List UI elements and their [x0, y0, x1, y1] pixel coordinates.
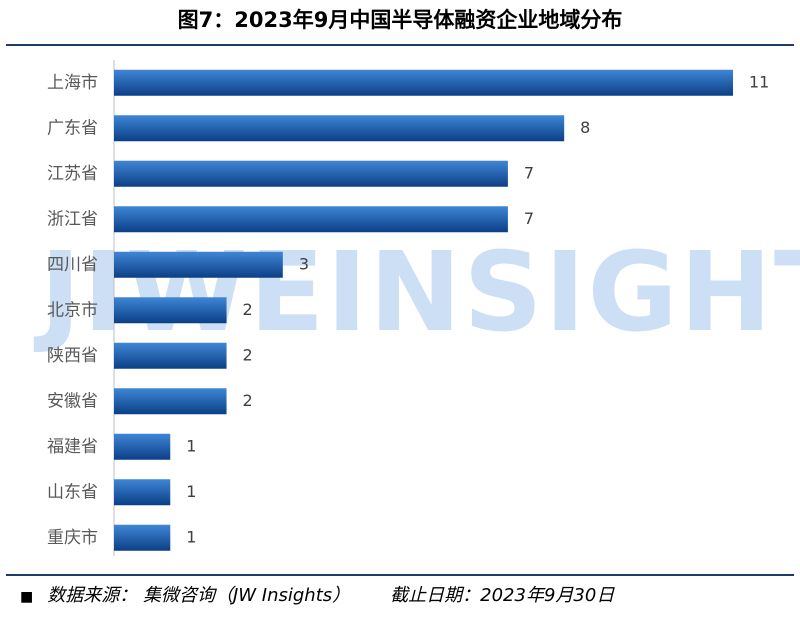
value-label: 11	[749, 72, 769, 91]
bar	[114, 115, 565, 142]
category-label: 福建省	[47, 437, 98, 457]
footer-source: 数据来源： 集微咨询（JW Insights）	[47, 585, 351, 606]
category-label: 江苏省	[47, 164, 98, 184]
category-label: 重庆市	[47, 528, 98, 548]
category-label: 上海市	[47, 73, 98, 93]
value-label: 7	[524, 209, 534, 228]
bar	[114, 251, 283, 278]
value-label: 8	[580, 118, 590, 137]
top-divider	[6, 44, 794, 46]
bar	[114, 524, 171, 551]
bar	[114, 479, 171, 506]
footer-bullet: ■	[20, 589, 34, 605]
value-label: 1	[186, 527, 196, 546]
bar	[114, 69, 733, 96]
category-label: 北京市	[47, 300, 98, 320]
value-label: 2	[243, 300, 253, 319]
bar	[114, 388, 227, 415]
footer-cutoff: 截止日期：2023年9月30日	[390, 585, 615, 606]
bottom-divider	[6, 574, 794, 576]
value-label: 7	[524, 163, 534, 182]
chart-title: 图7：2023年9月中国半导体融资企业地域分布	[177, 8, 623, 32]
bar	[114, 206, 508, 233]
category-label: 安徽省	[47, 391, 98, 411]
category-label: 浙江省	[47, 209, 98, 229]
category-label: 四川省	[47, 255, 98, 275]
value-label: 2	[243, 391, 253, 410]
value-label: 2	[243, 345, 253, 364]
value-label: 1	[186, 482, 196, 501]
value-label: 1	[186, 436, 196, 455]
footer: ■ 数据来源： 集微咨询（JW Insights） 截止日期：2023年9月30日	[20, 582, 614, 611]
category-label: 广东省	[47, 118, 98, 138]
value-label: 3	[299, 254, 309, 273]
bar	[114, 297, 227, 324]
bar	[114, 160, 508, 187]
watermark: JIWEINSIGHTS	[40, 228, 800, 356]
bar	[114, 342, 227, 369]
category-label: 山东省	[47, 482, 98, 502]
category-label: 陕西省	[47, 346, 98, 366]
bar	[114, 433, 171, 460]
